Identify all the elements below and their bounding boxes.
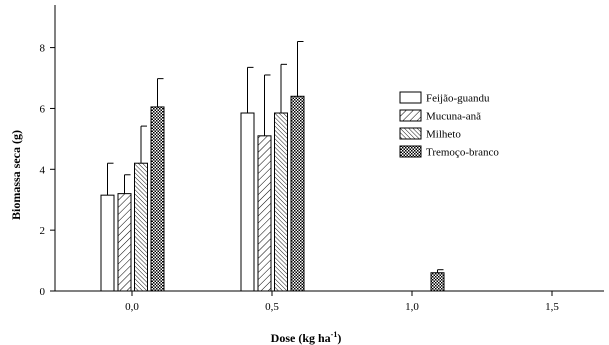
y-tick-label: 4 <box>40 164 46 176</box>
x-tick-label: 1,5 <box>545 301 559 313</box>
bar <box>150 106 165 292</box>
legend-swatch <box>399 91 422 104</box>
x-axis-ticks: 0,0 0,5 1,0 1,5 <box>125 291 559 313</box>
y-tick-label: 8 <box>40 43 46 55</box>
legend-swatch <box>399 145 422 158</box>
bars-group <box>100 95 445 292</box>
x-tick-label: 1,0 <box>405 301 419 313</box>
bar <box>274 112 288 292</box>
bar <box>430 272 445 292</box>
legend-swatch <box>399 127 422 140</box>
legend: Feijão-guandu Mucuna-anã Milheto Tremoço-br… <box>399 91 499 159</box>
legend-swatch <box>399 109 422 122</box>
bar <box>257 135 272 292</box>
legend-label: Mucuna-anã <box>426 111 481 123</box>
error-bars-group <box>107 41 444 273</box>
y-tick-label: 0 <box>40 286 46 298</box>
bar <box>117 193 132 292</box>
y-tick-label: 6 <box>40 103 46 115</box>
legend-label: Tremoço-branco <box>426 147 499 159</box>
y-axis-title: Biomassa seca (g) <box>9 130 23 220</box>
bar <box>134 162 148 292</box>
bar <box>100 194 115 292</box>
bar <box>240 112 255 292</box>
legend-label: Milheto <box>426 129 461 141</box>
bar <box>290 95 305 292</box>
x-axis-title: Dose (kg ha-1) <box>271 330 342 345</box>
x-tick-label: 0,5 <box>265 301 279 313</box>
y-axis-ticks: 0 2 4 6 8 <box>40 43 55 298</box>
legend-label: Feijão-guandu <box>426 93 490 105</box>
y-tick-label: 2 <box>40 225 46 237</box>
x-tick-label: 0,0 <box>125 301 139 313</box>
